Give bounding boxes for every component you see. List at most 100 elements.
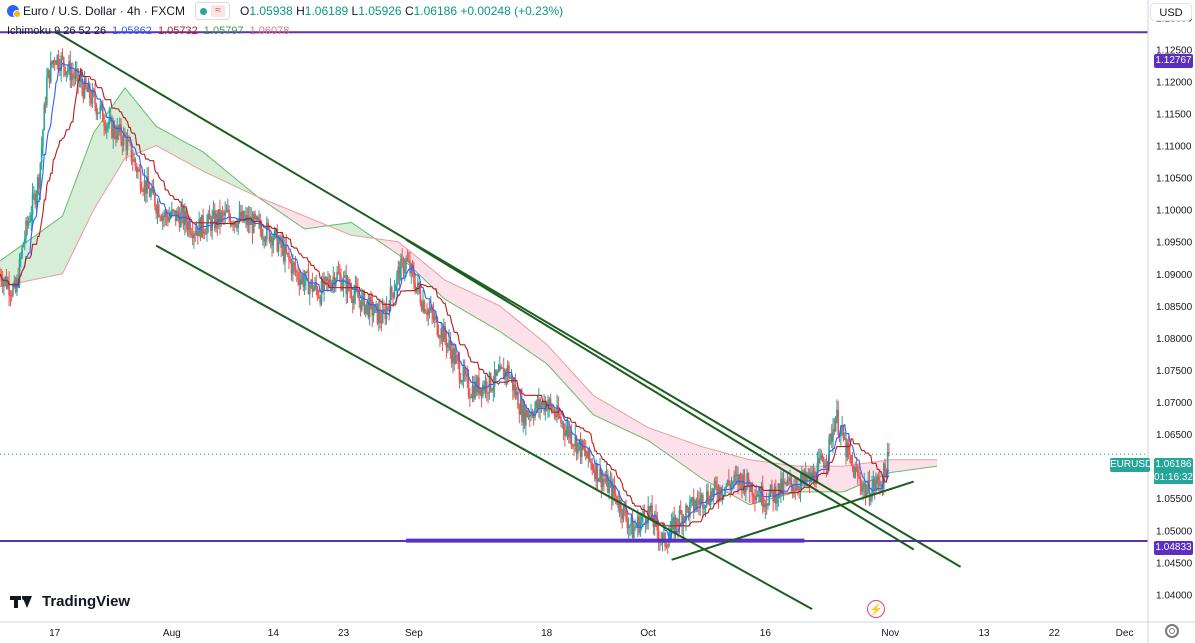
candle-body: [786, 479, 789, 485]
time-tick-label: Oct: [640, 628, 656, 639]
candle-body: [437, 334, 440, 338]
candle-body: [834, 417, 837, 432]
candle-body: [623, 505, 626, 509]
price-tick-label: 1.12500: [1156, 45, 1193, 56]
candle-body: [787, 479, 790, 481]
candle-body: [707, 491, 709, 502]
cloud-segment: [702, 446, 707, 482]
cloud-segment: [585, 387, 590, 411]
cloud-segment: [101, 115, 106, 197]
lightning-icon[interactable]: ⚡: [867, 600, 885, 618]
time-tick-label: 18: [541, 628, 553, 639]
candle-body: [89, 83, 91, 99]
price-tick-label: 1.09000: [1156, 270, 1193, 281]
cloud-segment: [933, 459, 938, 467]
candle-body: [873, 479, 876, 490]
candle-body: [242, 211, 245, 222]
market-status-pill[interactable]: ≈: [195, 2, 231, 20]
candle-body: [798, 489, 800, 491]
tradingview-logo[interactable]: TradingView: [10, 593, 130, 610]
candle-body: [677, 525, 679, 527]
candle-body: [13, 280, 16, 286]
candle-body: [500, 365, 502, 368]
cloud-segment: [831, 466, 836, 492]
candle-body: [869, 498, 872, 501]
gear-icon[interactable]: [1165, 624, 1179, 638]
candle-body: [272, 238, 275, 246]
candle-body: [295, 271, 298, 273]
candle-body: [66, 69, 69, 72]
cloud-segment: [191, 145, 196, 167]
candle-body: [832, 429, 834, 442]
symbol-title[interactable]: Euro / U.S. Dollar · 4h · FXCM: [23, 4, 186, 18]
cloud-segment: [718, 451, 723, 490]
cloud-segment: [144, 111, 149, 151]
currency-button[interactable]: USD: [1150, 3, 1192, 21]
candle-body: [141, 188, 143, 191]
candle-body: [443, 326, 445, 342]
cloud-segment: [226, 171, 231, 185]
cloud-segment: [296, 212, 301, 227]
cloud-segment: [449, 282, 453, 305]
candle-body: [825, 464, 828, 466]
candle-body: [432, 313, 435, 320]
candle-body: [258, 219, 260, 221]
candle-body: [7, 282, 9, 288]
indicator-legend[interactable]: Ichimoku 9 26 52 26 1.05862 1.05732 1.05…: [7, 25, 292, 37]
base-line: [0, 67, 889, 527]
indicator-conversion-value: 1.05862: [112, 25, 152, 37]
price-tick-label: 1.05000: [1156, 526, 1193, 537]
candle-body: [345, 275, 348, 295]
candle-body: [450, 349, 453, 364]
candle-body: [776, 498, 778, 504]
candle-body: [306, 271, 308, 273]
cloud-segment: [456, 285, 461, 309]
cloud-segment: [519, 321, 524, 348]
price-tick-label: 1.08500: [1156, 302, 1193, 313]
candle-body: [548, 399, 551, 406]
horizontal-levels[interactable]: [0, 31, 1148, 543]
candle-body: [758, 494, 760, 497]
cloud-segment: [644, 425, 649, 441]
tradingview-logo-icon: [10, 595, 36, 608]
candle-body: [92, 89, 95, 94]
candle-body: [39, 162, 42, 189]
candle-body: [591, 462, 594, 470]
candle-body: [276, 229, 279, 252]
candle-body: [115, 135, 117, 140]
trendlines[interactable]: [54, 30, 962, 611]
candle-body: [769, 484, 772, 494]
candle-body: [823, 461, 825, 468]
candle-body: [444, 326, 446, 339]
candle-body: [171, 209, 173, 217]
candle-body: [587, 447, 590, 459]
cloud-segment: [628, 416, 633, 434]
candle-body: [663, 533, 665, 535]
candle-body: [651, 505, 653, 521]
candle-body: [691, 497, 694, 499]
cloud-segment: [390, 240, 395, 252]
candle-body: [471, 385, 474, 398]
candle-body: [817, 458, 820, 464]
candle-body: [371, 299, 374, 316]
candle-body: [5, 276, 8, 288]
candle-body: [512, 377, 514, 391]
candle-body: [364, 304, 367, 314]
candle-body: [793, 488, 795, 492]
ohlc-values: O1.05938 H1.06189 L1.05926 C1.06186 +0.0…: [240, 4, 564, 18]
cloud-segment: [898, 459, 902, 472]
high-value: 1.06189: [304, 4, 349, 18]
candle-body: [128, 139, 130, 141]
candle-body: [331, 281, 333, 290]
candle-body: [413, 271, 415, 284]
candle-body: [372, 312, 375, 316]
candle-body: [846, 442, 849, 458]
candle-body: [320, 281, 323, 304]
cloud-segment: [843, 465, 848, 492]
candle-body: [163, 215, 165, 217]
candle-body: [459, 380, 462, 383]
candle-body: [603, 479, 605, 481]
cloud-segment: [558, 357, 563, 381]
